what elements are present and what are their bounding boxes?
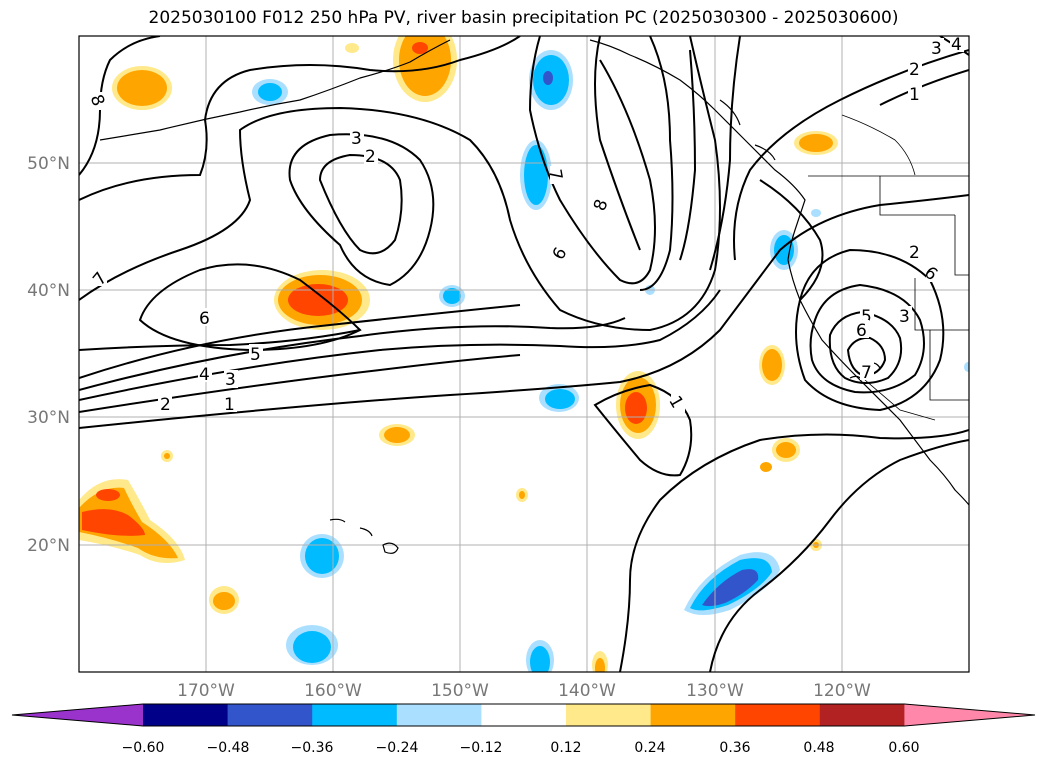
lon-label-130w: 130°W — [686, 681, 744, 701]
contour-label: 2 — [908, 60, 922, 80]
svg-text:1: 1 — [909, 85, 920, 105]
svg-text:1: 1 — [224, 395, 235, 415]
contour-label: 7 — [544, 166, 566, 184]
lon-label-160w: 160°W — [304, 681, 362, 701]
contour-label: 2 — [908, 242, 922, 263]
colorbar-segment — [312, 704, 398, 726]
colorbar-segment — [566, 704, 652, 726]
contour-label: 4 — [198, 364, 212, 385]
lon-label-140w: 140°W — [558, 681, 616, 701]
colorbar-tick: 0.24 — [634, 740, 665, 756]
contour-label: 3 — [930, 38, 944, 59]
colorbar-tick: 0.36 — [719, 740, 750, 756]
contour-label: 5 — [249, 344, 263, 365]
lat-label-50n: 50°N — [27, 154, 70, 174]
contour-label: 1 — [908, 84, 922, 105]
lat-label-20n: 20°N — [27, 536, 70, 556]
contour-label: 2 — [158, 394, 172, 415]
contour-label: 6 — [920, 263, 941, 285]
gridlines — [79, 36, 969, 672]
colorbar-extend-low — [12, 704, 143, 726]
svg-text:4: 4 — [951, 35, 962, 55]
contour-labels: 1 2 3 4 5 6 7 8 3 2 6 7 8 1 1 2 3 4 3 5 … — [86, 35, 964, 415]
colorbar-segment — [143, 704, 229, 726]
colorbar-tick: −0.12 — [460, 740, 503, 756]
colorbar-segment — [396, 704, 482, 726]
latitude-labels: 50°N 40°N 30°N 20°N — [27, 154, 70, 556]
colorbar-segment — [650, 704, 736, 726]
contour-label: 6 — [198, 308, 212, 329]
contour-label: 7 — [860, 362, 874, 383]
svg-text:2: 2 — [909, 243, 920, 263]
contour-label: 4 — [950, 35, 964, 55]
svg-text:3: 3 — [931, 39, 942, 59]
colorbar-segment — [481, 704, 567, 726]
svg-text:5: 5 — [250, 345, 261, 365]
contour-label: 1 — [223, 394, 237, 415]
colorbar-tick-labels: −0.60 −0.48 −0.36 −0.24 −0.12 0.12 0.24 … — [122, 740, 920, 756]
colorbar-outline — [11, 703, 1036, 727]
contour-label: 3 — [224, 370, 238, 390]
colorbar-tick: −0.60 — [122, 740, 165, 756]
svg-text:2: 2 — [909, 60, 920, 80]
lat-label-40n: 40°N — [27, 281, 70, 301]
longitude-labels: 170°W 160°W 150°W 140°W 130°W 120°W — [177, 681, 871, 701]
contour-label: 3 — [350, 128, 364, 149]
colorbar — [11, 703, 1036, 727]
colorbar-tick: 0.48 — [803, 740, 834, 756]
colorbar-tick: −0.24 — [376, 740, 419, 756]
colorbar-segment — [819, 704, 905, 726]
colorbar-tick: −0.36 — [291, 740, 334, 756]
svg-text:3: 3 — [225, 370, 236, 390]
svg-text:2: 2 — [365, 147, 376, 167]
colorbar-extend-high — [904, 704, 1035, 726]
colorbar-segment — [735, 704, 821, 726]
map-frame — [78, 35, 970, 673]
svg-text:6: 6 — [856, 321, 867, 341]
lon-label-150w: 150°W — [431, 681, 489, 701]
svg-text:3: 3 — [899, 307, 910, 327]
contour-label: 1 — [664, 392, 687, 412]
colorbar-tick: 0.60 — [888, 740, 919, 756]
chart-title: 2025030100 F012 250 hPa PV, river basin … — [148, 8, 899, 28]
colorbar-segment — [227, 704, 313, 726]
svg-text:7: 7 — [861, 363, 872, 383]
contour-label: 7 — [89, 268, 112, 290]
contour-label: 8 — [86, 92, 108, 110]
svg-text:5: 5 — [861, 307, 872, 327]
coastlines — [99, 39, 969, 554]
contour-label: 8 — [590, 194, 613, 214]
contour-label: 3 — [898, 306, 912, 327]
svg-text:6: 6 — [199, 309, 210, 329]
contour-label: 6 — [549, 242, 571, 264]
colorbar-tick: −0.48 — [207, 740, 250, 756]
svg-text:3: 3 — [351, 129, 362, 149]
svg-text:4: 4 — [199, 365, 210, 385]
svg-text:7: 7 — [544, 168, 566, 182]
contour-label: 5 — [860, 306, 874, 327]
contour-label: 6 — [855, 320, 869, 341]
lon-label-120w: 120°W — [813, 681, 871, 701]
contour-label: 2 — [364, 146, 378, 167]
lon-label-170w: 170°W — [177, 681, 235, 701]
colorbar-tick: 0.12 — [550, 740, 581, 756]
svg-text:2: 2 — [160, 395, 171, 415]
lat-label-30n: 30°N — [27, 408, 70, 428]
